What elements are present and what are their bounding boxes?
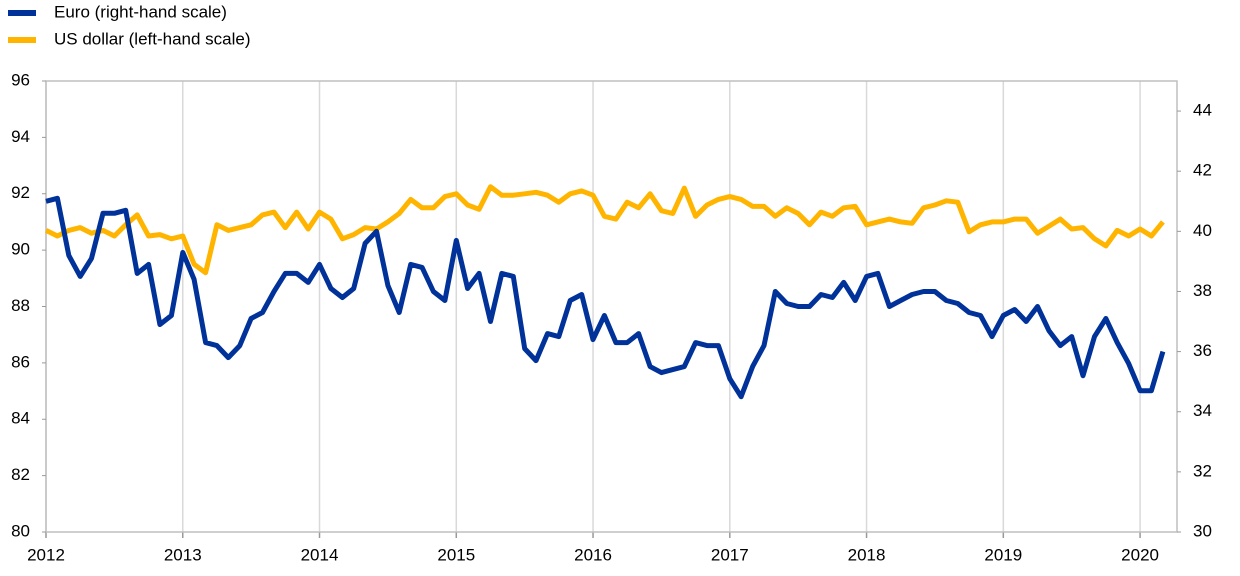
y-tick-label: 92 — [11, 183, 30, 202]
y-tick-label: 82 — [11, 465, 30, 484]
y2-tick-label: 40 — [1193, 221, 1212, 240]
data-line — [45, 195, 1166, 400]
y2-tick-label: 38 — [1193, 281, 1212, 300]
y-tick-label: 84 — [11, 409, 30, 428]
y2-tick-label: 44 — [1193, 101, 1212, 120]
y-tick-label: 86 — [11, 352, 30, 371]
x-tick-label: 2020 — [1121, 545, 1159, 564]
plot-frame — [45, 80, 1178, 533]
y2-tick-label: 32 — [1193, 461, 1212, 480]
y-tick-label: 96 — [11, 70, 30, 89]
x-tick-label: 2012 — [27, 545, 65, 564]
y2-tick-label: 42 — [1193, 161, 1212, 180]
y-tick-label: 88 — [11, 296, 30, 315]
y2-tick-label: 30 — [1193, 521, 1212, 540]
y-tick-label: 80 — [11, 521, 30, 540]
y2-tick-label: 34 — [1193, 401, 1212, 420]
x-tick-label: 2014 — [301, 545, 339, 564]
x-tick-label: 2017 — [711, 545, 749, 564]
data-line — [44, 184, 1165, 276]
y2-tick-label: 36 — [1193, 341, 1212, 360]
x-tick-label: 2016 — [574, 545, 612, 564]
x-tick-label: 2015 — [437, 545, 475, 564]
x-tick-label: 2018 — [848, 545, 886, 564]
legend-label: Euro (right-hand scale) — [54, 2, 227, 21]
legend-label: US dollar (left-hand scale) — [54, 29, 251, 48]
x-tick-label: 2013 — [164, 545, 202, 564]
y-tick-label: 94 — [11, 127, 30, 146]
x-tick-label: 2019 — [984, 545, 1022, 564]
y-tick-label: 90 — [11, 240, 30, 259]
